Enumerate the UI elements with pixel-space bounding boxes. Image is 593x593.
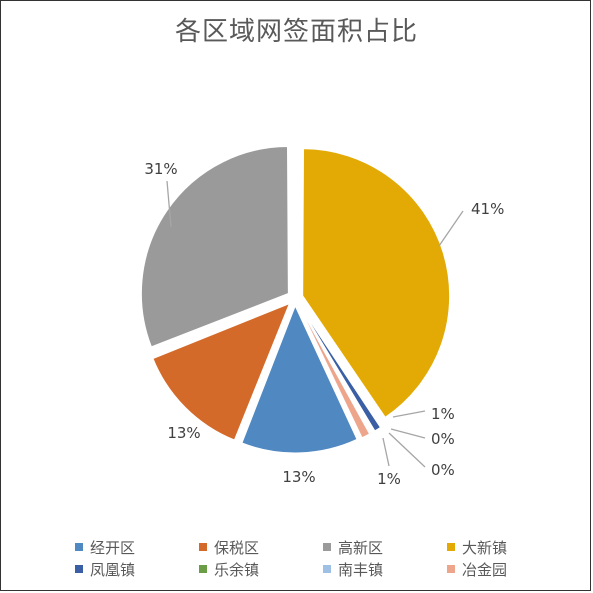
legend-label: 乐余镇 bbox=[214, 560, 260, 579]
leader-line-乐余镇 bbox=[390, 428, 426, 439]
legend-label: 保税区 bbox=[214, 538, 260, 557]
chart-legend: 经开区 保税区 高新区 大新镇凤凰镇 乐余镇 南丰镇 冶金园 bbox=[75, 537, 555, 579]
pie-slice-南丰镇 bbox=[298, 304, 373, 434]
pie-slice-乐余镇 bbox=[298, 304, 374, 433]
leader-line-南丰镇 bbox=[388, 432, 426, 468]
legend-swatch bbox=[75, 565, 83, 573]
legend-item-保税区: 保税区 bbox=[199, 537, 323, 557]
legend-item-凤凰镇: 凤凰镇 bbox=[75, 559, 199, 579]
legend-item-大新镇: 大新镇 bbox=[447, 537, 557, 557]
leader-line-冶金园 bbox=[382, 437, 390, 467]
pie-slice-凤凰镇 bbox=[298, 304, 382, 432]
legend-swatch bbox=[199, 565, 207, 573]
legend-item-南丰镇: 南丰镇 bbox=[323, 559, 447, 579]
legend-label: 冶金园 bbox=[462, 560, 508, 579]
legend-label: 高新区 bbox=[338, 538, 384, 557]
data-label-乐余镇: 0% bbox=[431, 430, 455, 448]
legend-swatch bbox=[323, 543, 331, 551]
legend-item-经开区: 经开区 bbox=[75, 537, 199, 557]
legend-swatch bbox=[199, 543, 207, 551]
chart-title: 各区域网签面积占比 bbox=[174, 17, 418, 47]
leader-line-高新区 bbox=[166, 180, 172, 228]
legend-label: 南丰镇 bbox=[338, 560, 384, 579]
legend-swatch bbox=[323, 565, 331, 573]
legend-item-冶金园: 冶金园 bbox=[447, 559, 557, 579]
data-label-大新镇: 41% bbox=[471, 200, 504, 218]
data-label-高新区: 31% bbox=[144, 160, 177, 178]
data-label-经开区: 13% bbox=[282, 468, 315, 486]
legend-swatch bbox=[75, 543, 83, 551]
pie-chart: 41% 1% 0% 0% 1% 13% 13% 31% bbox=[140, 146, 504, 488]
legend-swatch bbox=[447, 565, 455, 573]
pie-slice-冶金园 bbox=[298, 304, 371, 439]
leader-line-凤凰镇 bbox=[392, 410, 426, 418]
data-label-保税区: 13% bbox=[167, 424, 200, 442]
data-label-冶金园: 1% bbox=[377, 470, 401, 488]
pie-slice-高新区 bbox=[140, 146, 289, 348]
pie-slice-大新镇 bbox=[302, 148, 451, 418]
legend-label: 经开区 bbox=[90, 538, 136, 557]
legend-label: 凤凰镇 bbox=[90, 560, 136, 579]
data-label-南丰镇: 0% bbox=[431, 461, 455, 479]
data-label-凤凰镇: 1% bbox=[431, 405, 455, 423]
legend-label: 大新镇 bbox=[462, 538, 508, 557]
leader-line-大新镇 bbox=[438, 210, 464, 247]
pie-slice-保税区 bbox=[152, 302, 291, 441]
pie-slice-经开区 bbox=[241, 304, 358, 454]
legend-item-高新区: 高新区 bbox=[323, 537, 447, 557]
legend-swatch bbox=[447, 543, 455, 551]
legend-item-乐余镇: 乐余镇 bbox=[199, 559, 323, 579]
